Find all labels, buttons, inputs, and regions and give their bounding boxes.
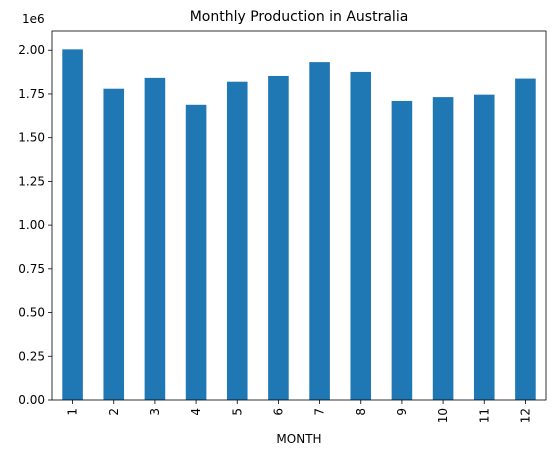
x-axis-label: MONTH xyxy=(276,432,321,446)
bar-month-5 xyxy=(226,81,248,400)
y-axis-ticks: 0.00 0.25 0.50 0.75 1.00 1.25 1.50 1.75 2.00 xyxy=(18,43,52,407)
x-tick-label: 9 xyxy=(395,408,409,416)
bars-group xyxy=(62,49,536,401)
bar-month-7 xyxy=(309,62,330,401)
bar-month-6 xyxy=(268,75,289,400)
x-tick-label: 1 xyxy=(66,408,80,416)
y-tick-label: 2.00 xyxy=(18,43,45,57)
plot-frame xyxy=(51,30,547,401)
y-tick-label: 0.25 xyxy=(18,349,45,363)
x-tick-label: 5 xyxy=(230,408,244,416)
x-tick-label: 3 xyxy=(148,408,162,416)
bar-month-3 xyxy=(144,77,166,400)
x-tick-label: 6 xyxy=(271,408,285,416)
y-tick-label: 1.50 xyxy=(18,131,45,145)
x-tick-label: 10 xyxy=(436,408,450,423)
chart-title: Monthly Production in Australia xyxy=(190,9,409,25)
y-tick-label: 0.00 xyxy=(18,393,45,407)
y-tick-label: 1.75 xyxy=(18,87,45,101)
x-tick-label: 11 xyxy=(477,408,491,423)
y-tick-label: 0.50 xyxy=(18,306,45,320)
x-tick-label: 8 xyxy=(354,408,368,416)
bar-month-9 xyxy=(391,100,413,400)
x-tick-label: 12 xyxy=(518,408,532,423)
bar-month-2 xyxy=(103,88,125,400)
bar-month-1 xyxy=(62,49,83,401)
y-tick-label: 1.25 xyxy=(18,174,45,188)
bar-month-12 xyxy=(515,78,536,400)
y-tick-label: 0.75 xyxy=(18,262,45,276)
y-scale-label: 1e6 xyxy=(22,12,45,26)
bar-month-4 xyxy=(185,104,207,401)
x-tick-label: 4 xyxy=(189,408,203,416)
x-tick-label: 7 xyxy=(313,408,327,416)
bar-month-8 xyxy=(350,71,372,400)
x-tick-label: 2 xyxy=(107,408,121,416)
bar-month-11 xyxy=(473,94,495,401)
y-tick-label: 1.00 xyxy=(18,218,45,232)
x-axis-ticks: 1 2 3 4 5 6 7 8 9 10 11 12 xyxy=(66,400,532,423)
bar-month-10 xyxy=(432,97,454,400)
